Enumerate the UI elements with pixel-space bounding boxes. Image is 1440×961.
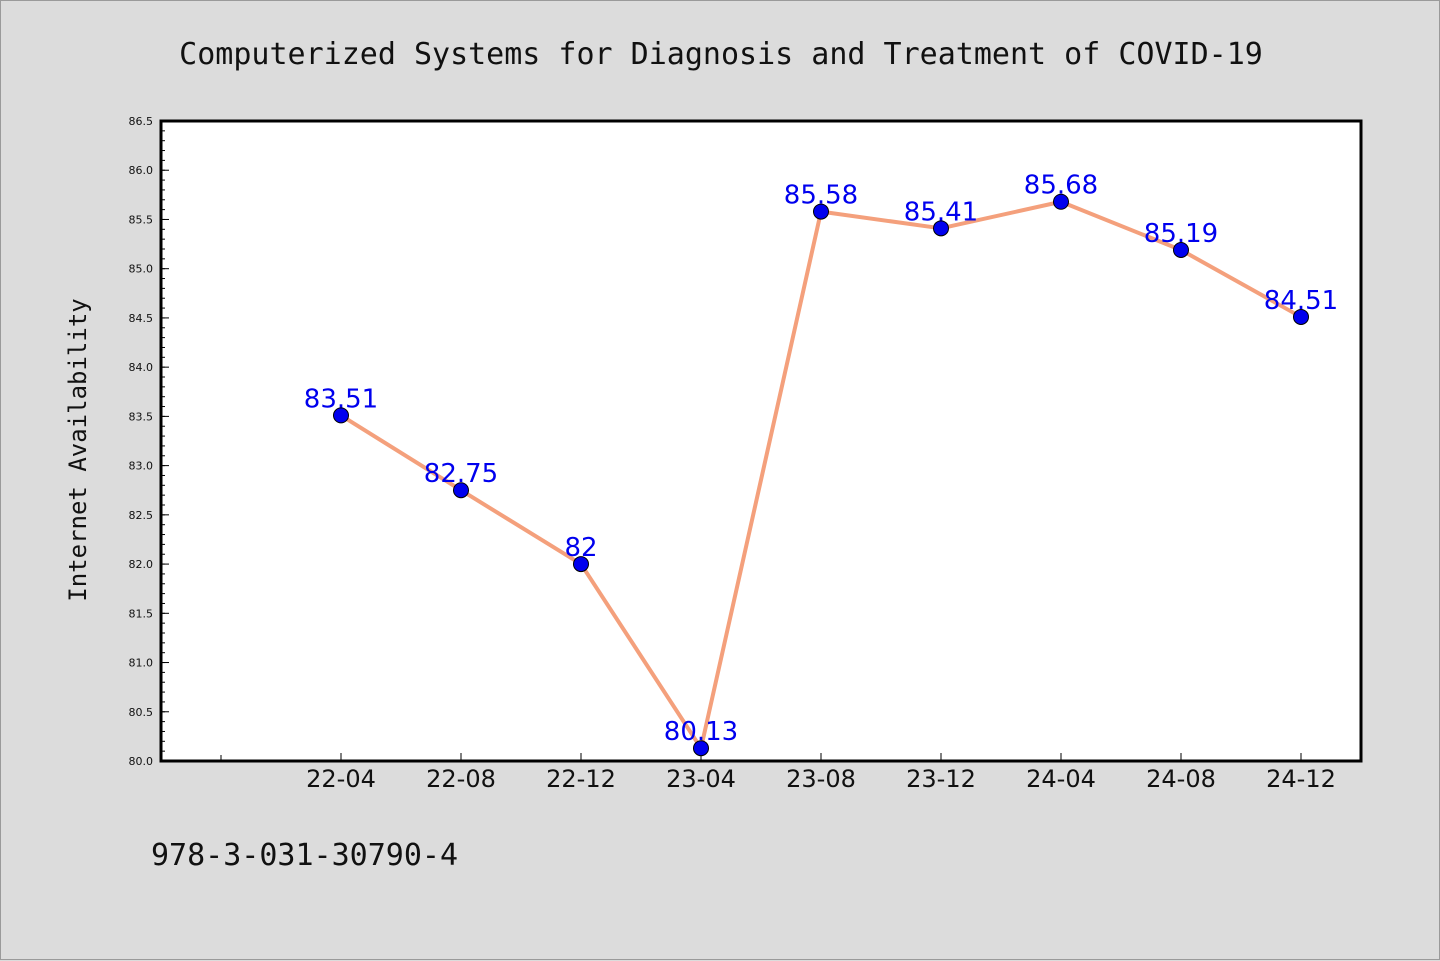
x-tick-label: 24-12 xyxy=(1266,765,1336,793)
y-tick-label: 80.0 xyxy=(129,755,154,768)
data-label: 85.68 xyxy=(1024,171,1098,201)
data-point xyxy=(333,407,349,424)
x-tick-label: 22-04 xyxy=(306,765,376,793)
data-label: 85.41 xyxy=(904,197,978,227)
chart-title: Computerized Systems for Diagnosis and T… xyxy=(179,37,1263,72)
data-point xyxy=(1053,193,1069,210)
data-points-layer xyxy=(333,193,1309,757)
x-tick-label: 24-08 xyxy=(1146,765,1216,793)
data-point xyxy=(573,556,589,573)
y-tick-label: 81.5 xyxy=(129,607,154,620)
data-point xyxy=(1173,241,1189,258)
data-label: 82.75 xyxy=(424,459,498,489)
data-point xyxy=(813,203,829,220)
x-tick-label: 23-12 xyxy=(906,765,976,793)
data-label: 83.51 xyxy=(304,384,378,414)
x-tick-label: 22-12 xyxy=(546,765,616,793)
y-tick-label: 84.5 xyxy=(129,312,154,325)
data-point xyxy=(693,740,709,757)
axis-ticks: 80.0 80.5 81.0 81.5 82.0 82.5 83.0 83.5 84.0 84.5… xyxy=(129,115,1336,793)
y-tick-label: 84.0 xyxy=(129,361,154,374)
data-point xyxy=(1293,308,1309,325)
y-axis-label: Internet Availability xyxy=(64,298,92,601)
y-tick-label: 82.0 xyxy=(129,558,154,571)
data-label: 84.51 xyxy=(1264,286,1338,316)
x-tick-label: 23-08 xyxy=(786,765,856,793)
y-tick-label: 86.0 xyxy=(129,164,154,177)
y-tick-label: 80.5 xyxy=(129,706,154,719)
x-tick-label: 24-04 xyxy=(1026,765,1096,793)
y-tick-label: 85.0 xyxy=(129,263,154,276)
y-tick-label: 82.5 xyxy=(129,509,154,522)
x-tick-label: 22-08 xyxy=(426,765,496,793)
data-point xyxy=(933,220,949,237)
x-tick-label: 23-04 xyxy=(666,765,736,793)
y-tick-label: 83.5 xyxy=(129,410,154,423)
y-tick-label: 85.5 xyxy=(129,213,154,226)
isbn-footnote: 978-3-031-30790-4 xyxy=(151,838,458,873)
data-label: 80.13 xyxy=(664,717,738,747)
data-label: 85.58 xyxy=(784,181,858,211)
data-point xyxy=(453,482,469,499)
data-labels-layer: 83.51 82.75 82 80.13 85.58 85.41 85.68 85.19 84.… xyxy=(304,171,1338,747)
plot-area xyxy=(159,119,1363,763)
data-label: 82 xyxy=(564,533,597,563)
data-label: 85.19 xyxy=(1144,219,1218,249)
y-tick-label: 83.0 xyxy=(129,460,154,473)
y-tick-label: 86.5 xyxy=(129,115,154,128)
y-tick-label: 81.0 xyxy=(129,657,154,670)
